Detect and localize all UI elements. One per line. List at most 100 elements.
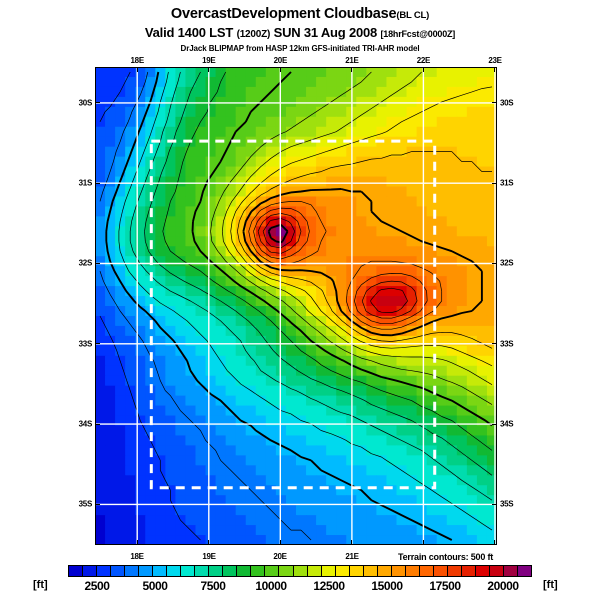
heatmap-cell (366, 96, 377, 108)
heatmap-cell (366, 236, 377, 247)
axis-tick-mark (208, 540, 210, 545)
heatmap-cell (336, 515, 347, 526)
heatmap-cell (386, 186, 398, 198)
heatmap-cell (436, 226, 448, 237)
heatmap-cell (396, 455, 408, 466)
heatmap-cell (356, 515, 367, 526)
heatmap-cell (215, 425, 227, 437)
heatmap-cell (466, 166, 478, 178)
heatmap-cell (326, 146, 337, 158)
heatmap-cell (436, 236, 448, 247)
heatmap-cell (215, 256, 227, 267)
heatmap-cell (376, 226, 388, 237)
heatmap-cell (456, 176, 468, 188)
heatmap-cell (486, 375, 497, 387)
heatmap-cell (396, 475, 408, 486)
heatmap-cell (316, 286, 327, 297)
heatmap-cell (406, 385, 418, 397)
heatmap-cell (205, 236, 217, 247)
heatmap-cell (356, 236, 367, 247)
heatmap-cell (336, 425, 347, 437)
heatmap-cell (456, 495, 468, 506)
axis-tick-mark (492, 423, 497, 425)
heatmap-cell (296, 335, 307, 347)
heatmap-cell (356, 495, 367, 506)
heatmap-cell (426, 535, 438, 545)
lat-tick-right-31S: 31S (500, 178, 514, 188)
heatmap-cell (316, 96, 327, 108)
colorbar-unit-right: [ft] (543, 579, 558, 591)
heatmap-cell (215, 216, 227, 227)
heatmap-cell (265, 216, 277, 227)
heatmap-cell (436, 206, 448, 217)
heatmap-cell (125, 465, 136, 476)
heatmap-cell (336, 96, 347, 108)
heatmap-cell (376, 126, 388, 138)
heatmap-cell (406, 276, 418, 287)
heatmap-cell (145, 525, 156, 536)
heatmap-cell (406, 76, 418, 88)
heatmap-cell (406, 315, 418, 327)
heatmap-cell (376, 296, 388, 307)
heatmap-cell (476, 335, 488, 347)
heatmap-cell (125, 535, 136, 545)
heatmap-cell (225, 67, 237, 78)
heatmap-cell (306, 465, 317, 476)
heatmap-cell (285, 495, 297, 506)
heatmap-cell (205, 415, 217, 427)
heatmap-cell (175, 395, 187, 407)
colorbar-swatch (167, 566, 182, 576)
heatmap-cell (105, 355, 116, 367)
heatmap-cell (416, 186, 428, 198)
heatmap-cell (115, 535, 126, 545)
lat-tick-left-34S: 34S (78, 419, 93, 429)
heatmap-cell (406, 126, 418, 138)
colorbar-swatch (377, 566, 392, 576)
heatmap-cell (466, 345, 478, 357)
heatmap-cell (406, 445, 418, 456)
heatmap-cell (155, 435, 166, 447)
model-domain-box (149, 139, 437, 490)
heatmap-cell (456, 106, 468, 118)
heatmap-cell (476, 76, 488, 88)
heatmap-cell (326, 76, 337, 88)
heatmap-cell (105, 535, 116, 545)
heatmap-cell (366, 176, 377, 188)
heatmap-cell (185, 236, 197, 247)
heatmap-cell (446, 216, 458, 227)
heatmap-cell (115, 475, 126, 486)
heatmap-cell (125, 485, 136, 496)
heatmap-cell (456, 415, 468, 427)
heatmap-cell (115, 266, 126, 277)
heatmap-cell (235, 236, 247, 247)
heatmap-cell (306, 196, 317, 208)
heatmap-cell (115, 485, 126, 496)
heatmap-cell (165, 266, 176, 277)
heatmap-cell (135, 515, 146, 526)
heatmap-cell (296, 226, 307, 237)
heatmap-cell (396, 525, 408, 536)
heatmap-cell (446, 276, 458, 287)
heatmap-cell (95, 166, 106, 178)
heatmap-cell (275, 156, 287, 168)
heatmap-cell (275, 96, 287, 108)
heatmap-cell (326, 345, 337, 357)
heatmap-cell (396, 415, 408, 427)
heatmap-cell (205, 186, 217, 198)
heatmap-cell (356, 375, 367, 387)
heatmap-cell (165, 256, 176, 267)
heatmap-cell (376, 286, 388, 297)
heatmap-cell (185, 495, 197, 506)
heatmap-cell (155, 335, 166, 347)
heatmap-cell (306, 395, 317, 407)
heatmap-cell (356, 505, 367, 516)
heatmap-cell (456, 206, 468, 217)
heatmap-cell (426, 465, 438, 476)
heatmap-cell (205, 525, 217, 536)
heatmap-cell (125, 405, 136, 417)
heatmap-cell (416, 475, 428, 486)
heatmap-cell (105, 345, 116, 357)
heatmap-cell (125, 196, 136, 208)
heatmap-cell (336, 186, 347, 198)
heatmap-cell (265, 106, 277, 118)
